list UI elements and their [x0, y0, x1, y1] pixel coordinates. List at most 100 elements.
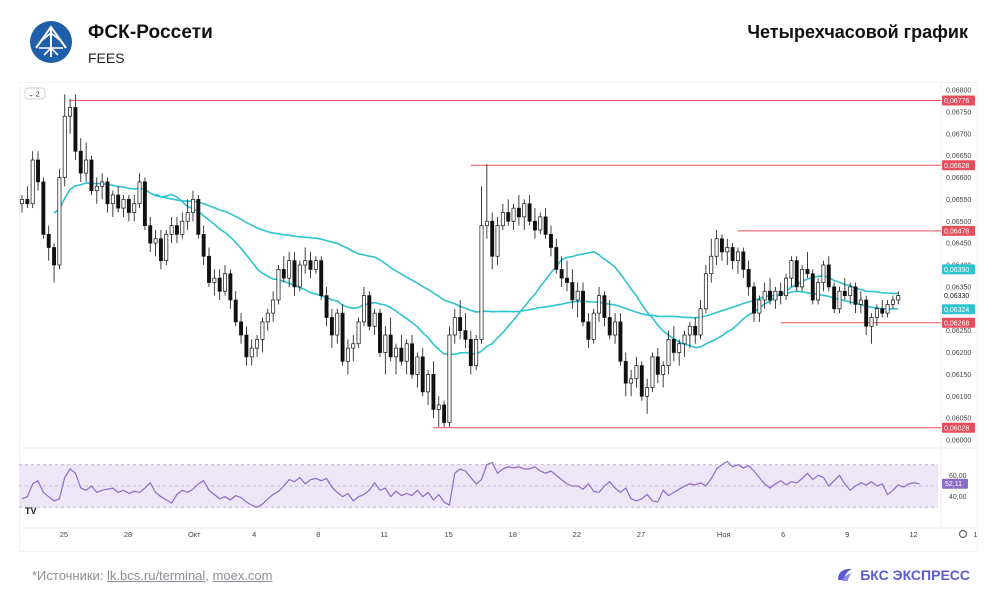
- candle-body: [404, 343, 409, 362]
- bks-mark-icon: [838, 569, 853, 581]
- candle-body: [794, 260, 799, 288]
- x-tick-label: 12: [909, 530, 917, 539]
- candle-body: [372, 312, 377, 327]
- candle-body: [137, 181, 142, 205]
- candle-body: [682, 334, 687, 345]
- candle-body: [490, 220, 495, 257]
- x-tick-label: 22: [573, 530, 581, 539]
- candle-body: [634, 365, 639, 380]
- candle-body: [281, 269, 286, 279]
- candle-body: [890, 299, 895, 305]
- candle-body: [46, 234, 51, 248]
- candle-body: [623, 360, 628, 384]
- y-tick-label: 0,06350: [946, 284, 971, 291]
- candle-body: [671, 339, 676, 353]
- candle-body: [629, 378, 634, 384]
- candle-body: [714, 238, 719, 257]
- source-link-moex[interactable]: moex.com: [212, 568, 273, 583]
- candle-body: [559, 269, 564, 279]
- candle-body: [121, 199, 126, 209]
- sources-note: *Источники: lk.bcs.ru/terminal, moex.com: [32, 568, 273, 583]
- candle-body: [313, 260, 318, 270]
- candle-body: [89, 159, 94, 191]
- candle-body: [180, 220, 185, 235]
- sources-separator: ,: [205, 568, 213, 583]
- level-price-tag: [942, 95, 975, 106]
- level-price-label: 0,06028: [944, 425, 969, 432]
- rsi-line: [21, 460, 920, 508]
- candle-body: [581, 290, 585, 323]
- candle-body: [816, 282, 821, 301]
- level-price-label: 0,06628: [944, 163, 969, 170]
- y-tick-label: 0,06650: [946, 153, 971, 160]
- candle-body: [378, 312, 382, 353]
- settings-gear-icon[interactable]: [958, 529, 968, 539]
- candle-body: [351, 343, 356, 349]
- candle-body: [586, 321, 591, 340]
- x-tick-label: 25: [60, 530, 68, 539]
- candle-body: [511, 207, 516, 222]
- y-tick-label: 0,06700: [946, 131, 971, 138]
- x-tick-label: 11: [380, 530, 388, 539]
- candle-body: [25, 199, 30, 205]
- candle-body: [736, 251, 740, 261]
- candle-body: [148, 225, 153, 244]
- candle-body: [239, 321, 244, 336]
- candle-body: [308, 260, 313, 270]
- candle-body: [554, 247, 559, 270]
- ma-slow-price-label: 0,06390: [944, 267, 969, 274]
- candle-body: [132, 203, 137, 213]
- candle-body: [484, 220, 489, 226]
- candle-body: [201, 234, 206, 257]
- price-chart[interactable]: 0,06800 0,06750 0,06700 0,06650 0,06600 0,065…: [19, 82, 978, 552]
- candle-body: [896, 295, 901, 301]
- candle-body: [869, 317, 874, 327]
- candle-body: [768, 290, 772, 301]
- candle-body: [810, 273, 815, 301]
- x-tick-label: 15: [444, 530, 452, 539]
- candle-body: [207, 255, 211, 283]
- candle-body: [789, 260, 794, 279]
- candle-body: [458, 317, 463, 331]
- candle-body: [20, 199, 24, 205]
- candle-body: [522, 203, 527, 218]
- candle-body: [655, 356, 660, 375]
- candle-body: [602, 295, 607, 318]
- x-tick-label: 6: [781, 530, 785, 539]
- candle-body: [78, 150, 83, 174]
- candle-body: [709, 255, 714, 275]
- candle-body: [303, 260, 308, 266]
- x-tick-label: 4: [252, 530, 256, 539]
- candle-body: [94, 185, 99, 191]
- candle-body: [420, 356, 425, 393]
- candle-body: [431, 374, 436, 410]
- y-tick-label: 0,06250: [946, 328, 971, 335]
- candle-body: [244, 334, 249, 358]
- candle-body: [228, 273, 233, 301]
- candle-body: [249, 347, 254, 358]
- bks-brand-text: БКС ЭКСПРЕСС: [860, 567, 970, 583]
- source-link-bcs[interactable]: lk.bcs.ru/terminal: [107, 568, 206, 583]
- last-price-label: 0,06330: [944, 293, 969, 300]
- candle-body: [292, 260, 297, 288]
- candle-body: [773, 290, 778, 301]
- y-tick-label: 0,06000: [946, 438, 971, 445]
- ma-slow-price-tag: [942, 264, 975, 275]
- candle-body: [463, 330, 468, 340]
- bks-express-logo: БКС ЭКСПРЕСС: [836, 566, 970, 584]
- candle-body: [367, 295, 372, 327]
- candle-body: [650, 356, 655, 388]
- candle-body: [607, 317, 612, 336]
- candle-body: [447, 334, 452, 423]
- collapse-badge-label: ⌄ 2: [28, 92, 40, 99]
- y-tick-label: 0,06200: [946, 350, 971, 357]
- candle-body: [442, 404, 447, 423]
- candle-body: [36, 159, 40, 183]
- candle-body: [73, 107, 78, 152]
- candle-body: [597, 295, 601, 314]
- collapse-button[interactable]: [24, 87, 46, 100]
- candle-body: [575, 290, 580, 301]
- candle-body: [591, 312, 596, 340]
- candle-body: [335, 312, 340, 336]
